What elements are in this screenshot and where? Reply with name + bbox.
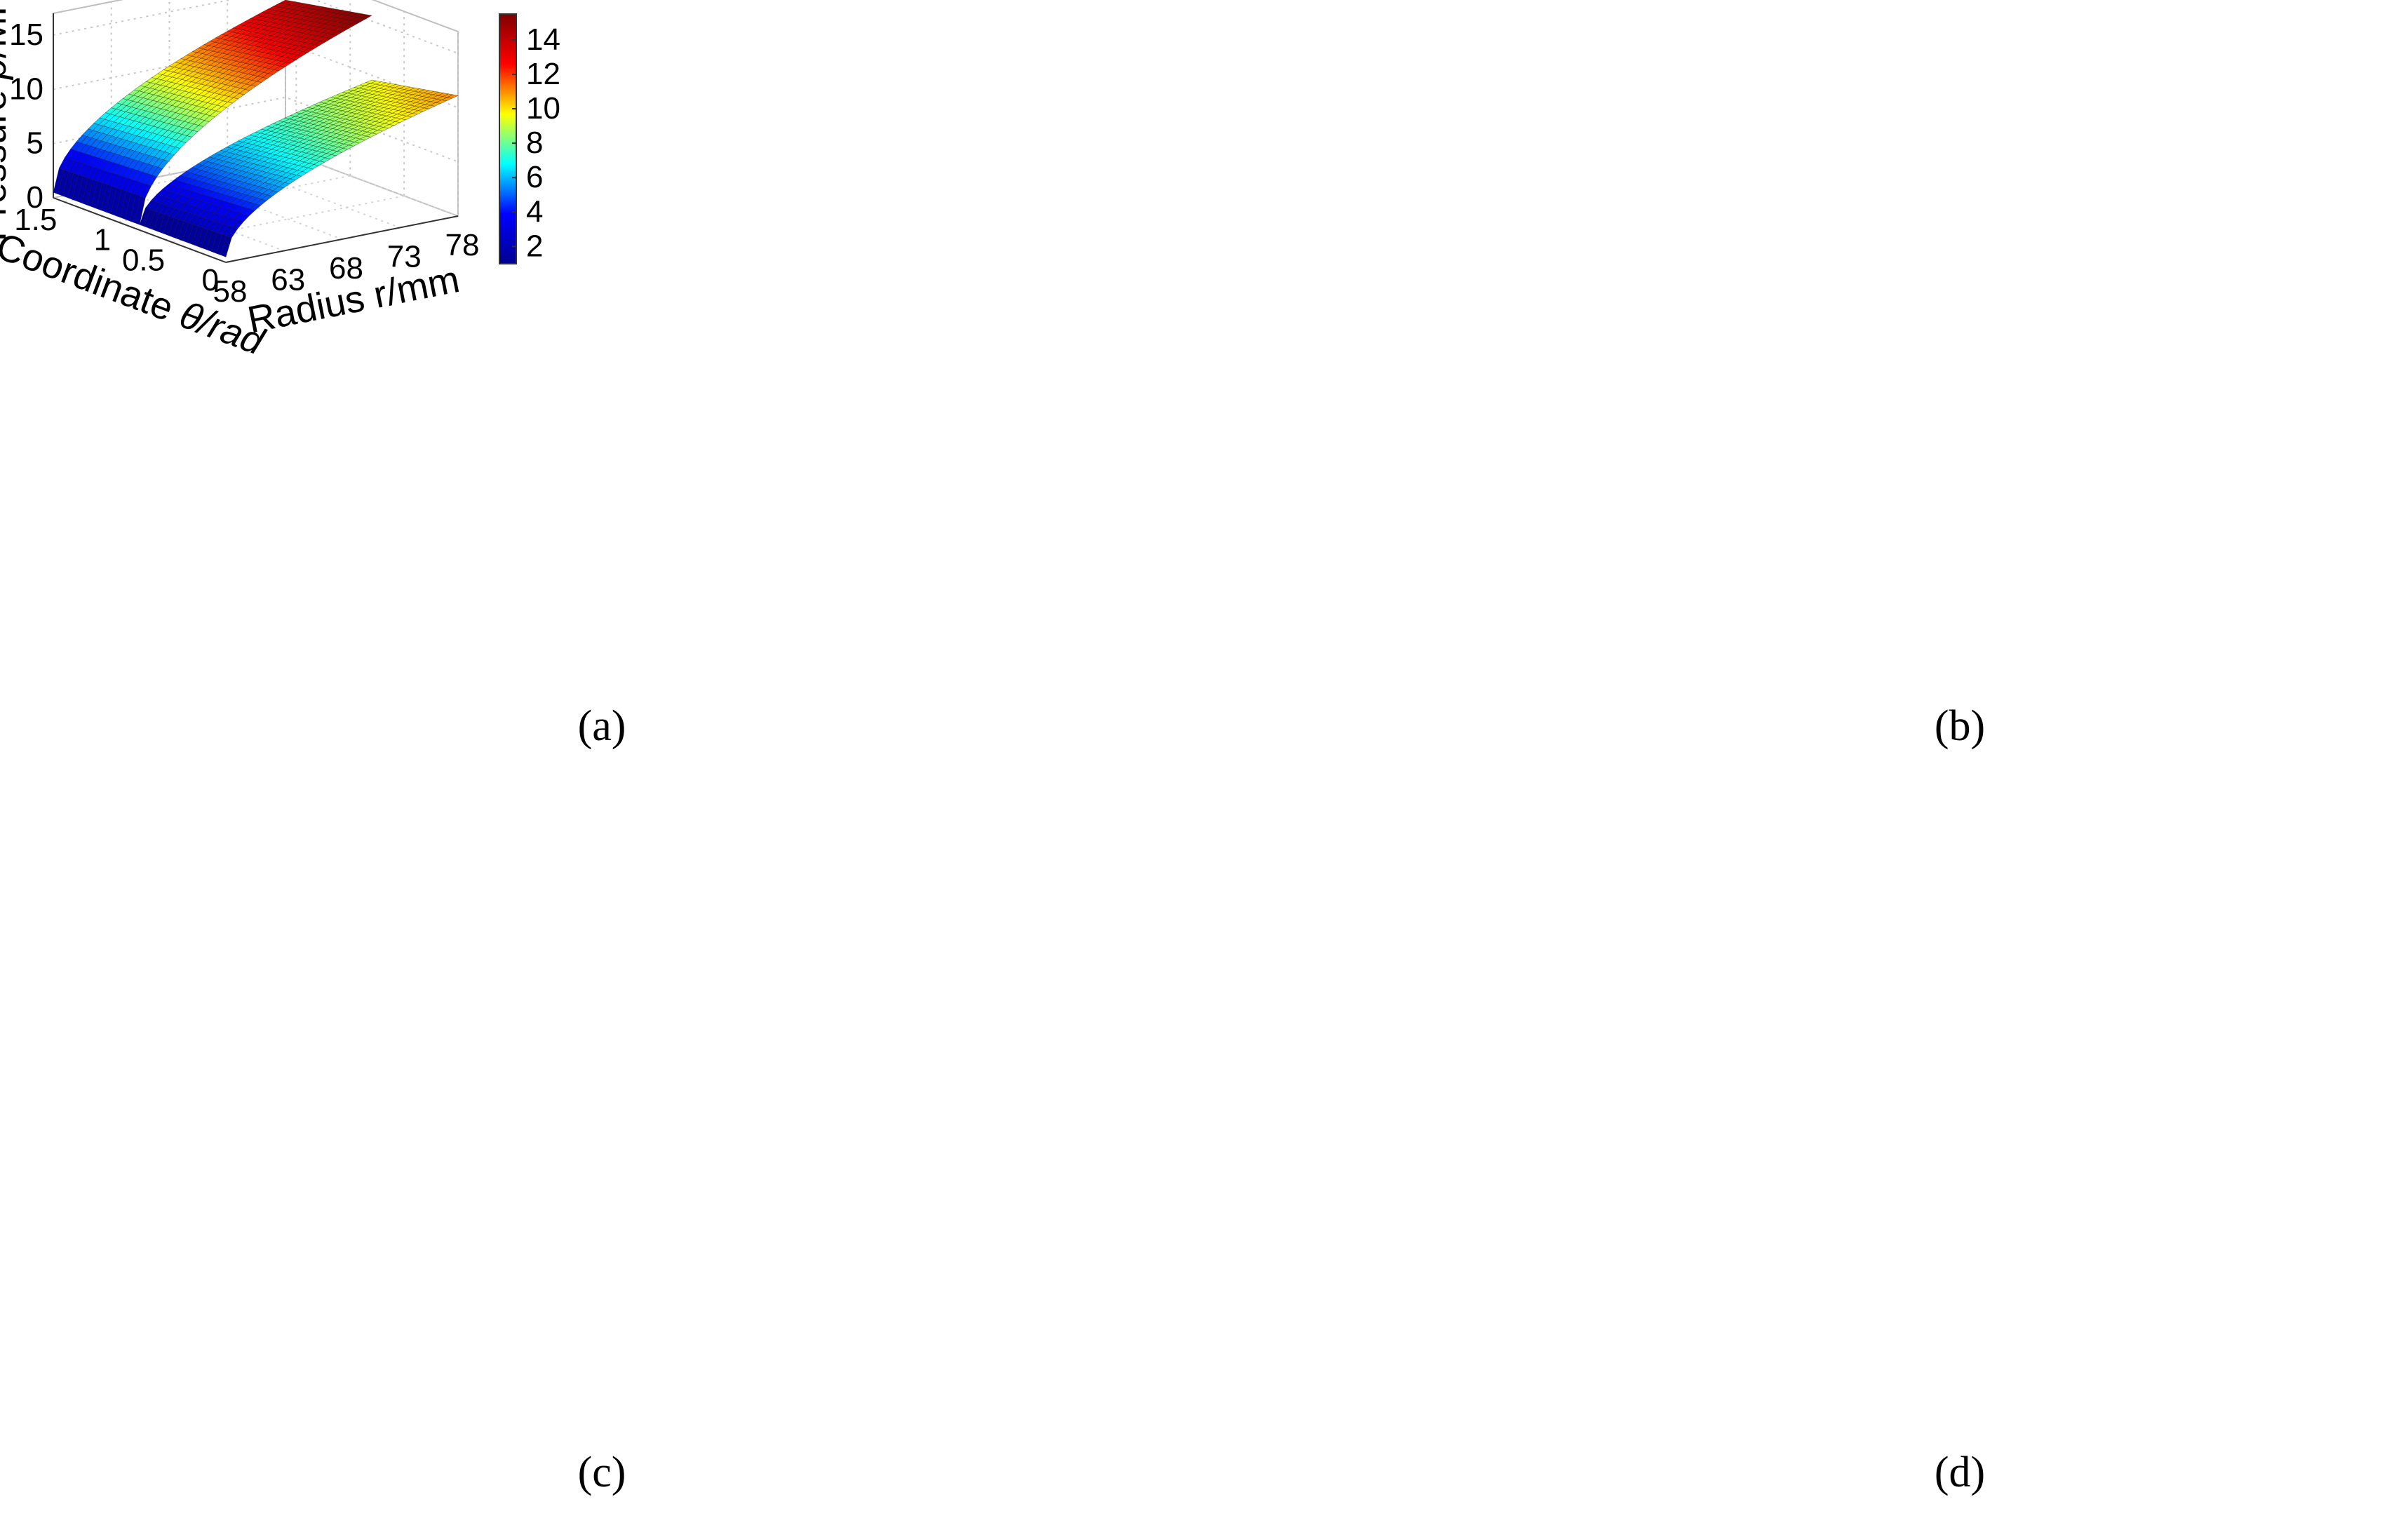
surface-plot-b: 0102000.20.40.65863687378Pressure p/MPaC… [1204, 0, 2407, 759]
r-tick-label: 68 [329, 251, 363, 286]
r-axis-line [225, 215, 459, 263]
z-tick-label: 15 [9, 18, 43, 52]
caption-b: (b) [1934, 702, 1986, 750]
surface-patch [446, 94, 459, 99]
z-tick-label: 0 [27, 180, 43, 215]
gridline-r-floor [227, 162, 401, 229]
colorbar-tick-label: 2 [526, 229, 543, 263]
colorbar-tick-label: 14 [526, 22, 560, 57]
colorbar-tick-label: 4 [526, 194, 543, 229]
surface-patch [361, 14, 372, 20]
theta-tick-label: 0.5 [122, 243, 165, 277]
panel-b: 0102000.20.40.65863687378Pressure p/MPaC… [1204, 0, 2407, 759]
z-axis-title: Pressure p/MPa [0, 0, 14, 241]
r-tick-label: 63 [271, 263, 305, 297]
colorbar-tick-label: 8 [526, 126, 543, 160]
caption-c: (c) [577, 1449, 626, 1496]
gridline-r-floor [285, 151, 459, 217]
gridline-r-floor [169, 174, 342, 240]
theta-tick-label: 0 [202, 263, 219, 297]
r-tick-label: 73 [387, 240, 422, 274]
z-tick-label: 5 [27, 126, 43, 161]
theta-tick-label: 1 [94, 223, 111, 257]
caption-a: (a) [577, 702, 626, 750]
colorbar-gradient [499, 13, 517, 264]
z-tick-label: 10 [9, 72, 43, 106]
r-tick-label: 58 [213, 274, 248, 309]
colorbar-tick-label: 10 [526, 91, 560, 126]
tick-labels: 0 5 10 15 0 0.5 1 1.5 58 63 68 73 78 [9, 18, 479, 309]
colorbar-tick-label: 12 [526, 57, 560, 91]
theta-axis-line [53, 197, 227, 263]
colorbar-tick-label: 6 [526, 160, 543, 194]
r-tick-label: 78 [445, 228, 480, 262]
theta-tick-label: 1.5 [14, 203, 57, 237]
pressure-surface [53, 0, 459, 257]
gridline-r-floor [111, 185, 285, 252]
